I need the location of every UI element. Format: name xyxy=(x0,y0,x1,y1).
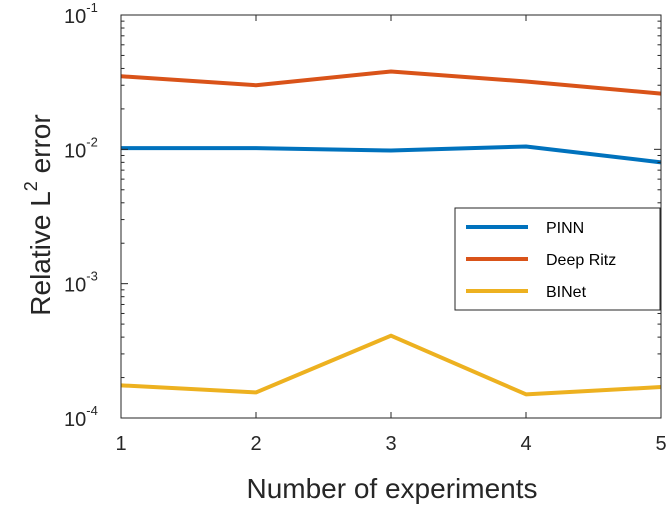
y-tick-label: 10-2 xyxy=(64,134,98,162)
x-tick-label: 2 xyxy=(250,433,261,455)
x-tick-label: 3 xyxy=(385,433,396,455)
legend-label-pinn: PINN xyxy=(546,220,584,237)
legend-label-binet: BINet xyxy=(546,284,587,301)
x-ticks: 1 2 3 4 5 xyxy=(115,15,667,455)
series-line-deep-ritz xyxy=(120,69,662,96)
y-ticks: 10-1 10-2 10-3 10-4 xyxy=(64,0,661,431)
x-tick-label: 5 xyxy=(655,433,666,455)
y-axis-title-main: Relative L xyxy=(25,191,56,316)
y-axis-title: Relative L2 error xyxy=(21,114,56,315)
y-tick-label: 10-4 xyxy=(64,403,98,431)
series-line-pinn xyxy=(121,144,662,165)
legend: PINN Deep Ritz BINet xyxy=(454,207,661,311)
series-line-binet xyxy=(120,333,662,397)
legend-label-deep-ritz: Deep Ritz xyxy=(546,252,616,269)
x-axis-title: Number of experiments xyxy=(246,473,537,504)
y-tick-label: 10-1 xyxy=(64,0,98,28)
y-axis-title-tail: error xyxy=(25,114,56,181)
x-tick-label: 1 xyxy=(115,433,126,455)
plot-lines xyxy=(120,69,662,397)
y-tick-label: 10-3 xyxy=(64,269,98,297)
x-tick-label: 4 xyxy=(520,433,531,455)
y-axis-title-sup: 2 xyxy=(21,181,41,191)
